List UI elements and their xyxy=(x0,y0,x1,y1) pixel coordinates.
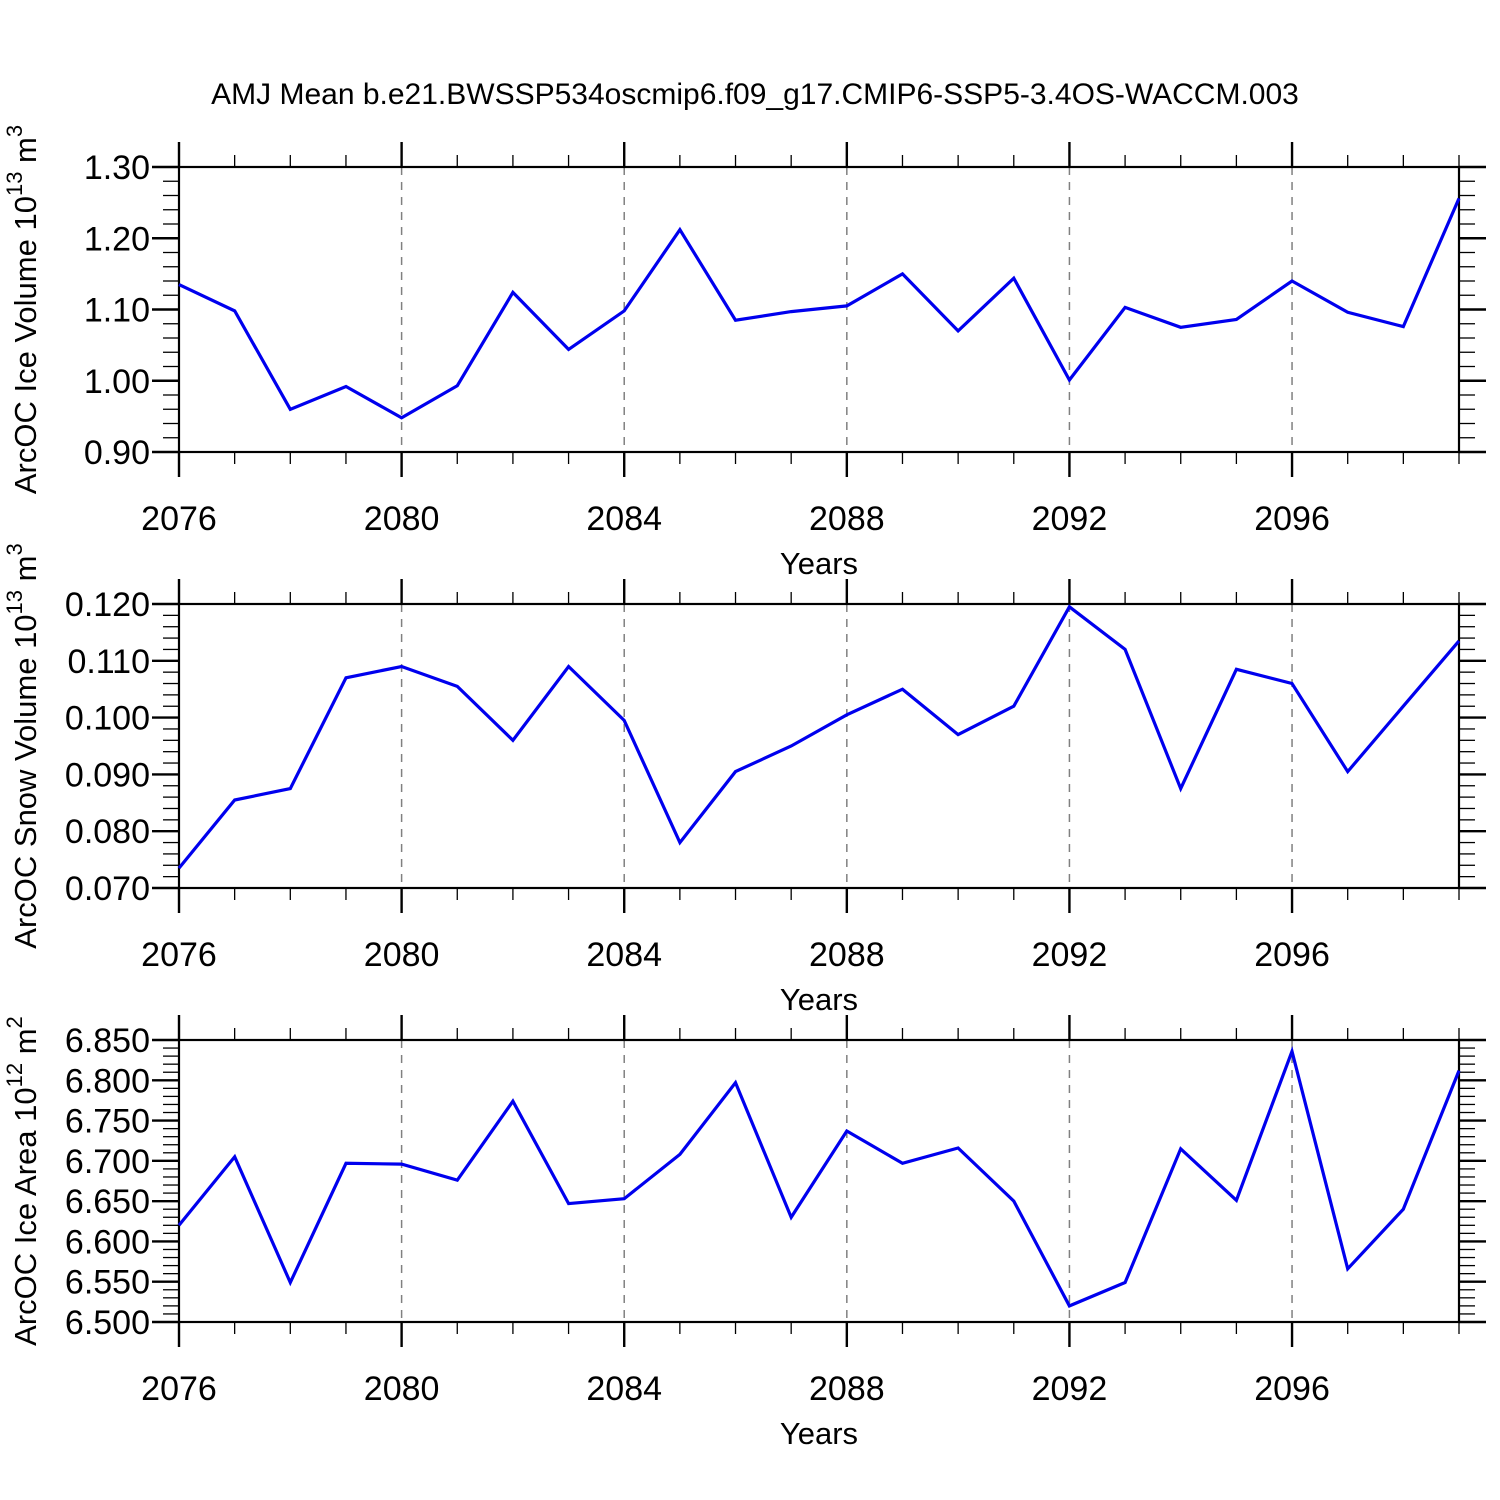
y-axis-title: ArcOC Ice Area 1012 m2 xyxy=(2,1016,43,1346)
x-tick-label: 2076 xyxy=(141,500,217,538)
y-tick-label: 6.650 xyxy=(65,1183,150,1221)
x-tick-label: 2084 xyxy=(586,1370,662,1408)
x-axis-title: Years xyxy=(780,1416,858,1451)
data-line-ice-volume xyxy=(178,197,1461,420)
chart-ice-area: 6.5006.5506.6006.6506.7006.7506.8006.850… xyxy=(2,1015,1486,1451)
data-line-snow-volume xyxy=(177,604,1461,870)
x-tick-label: 2096 xyxy=(1254,1370,1330,1408)
x-tick-label: 2080 xyxy=(364,500,440,538)
y-tick-label: 6.750 xyxy=(65,1103,150,1141)
y-tick-label: 1.30 xyxy=(84,149,150,187)
chart-snow-volume: 0.070 0.080 0.090 0.100 0.110 0.120 2076 2080 20… xyxy=(2,543,1486,1017)
y-tick-label: 0.110 xyxy=(67,643,150,681)
figure-title: AMJ Mean b.e21.BWSSP534oscmip6.f09_g17.C… xyxy=(211,78,1299,111)
y-tick-label: 6.600 xyxy=(65,1223,150,1261)
plot-frame xyxy=(177,1038,1461,1324)
x-axis-title: Years xyxy=(780,982,858,1017)
y-tick-label: 1.10 xyxy=(84,292,150,330)
y-axis-title: ArcOC Ice Volume 1013 m3 xyxy=(2,125,43,494)
x-tick-label: 2088 xyxy=(809,1370,885,1408)
x-tick-label: 2088 xyxy=(809,936,885,974)
y-tick-label: 1.00 xyxy=(84,363,150,401)
y-tick-label: 0.070 xyxy=(65,870,150,908)
y-tick-label: 6.700 xyxy=(65,1143,150,1181)
y-tick-label: 1.20 xyxy=(84,220,150,258)
x-tick-label: 2092 xyxy=(1032,936,1108,974)
x-tick-label: 2084 xyxy=(586,936,662,974)
y-tick-label: 0.080 xyxy=(65,813,150,851)
chart-ice-volume: 0.90 1.00 1.10 1.20 1.30 2076 2080 2084 2088 2092… xyxy=(2,125,1486,581)
y-tick-label: 0.90 xyxy=(84,434,150,472)
x-axis-title: Years xyxy=(780,546,858,581)
x-tick-label: 2092 xyxy=(1032,500,1108,538)
x-tick-label: 2080 xyxy=(364,1370,440,1408)
x-tick-label: 2088 xyxy=(809,500,885,538)
y-tick-label: 6.500 xyxy=(65,1304,150,1342)
x-tick-label: 2096 xyxy=(1254,500,1330,538)
y-tick-label: 0.090 xyxy=(65,756,150,794)
y-tick-label: 0.100 xyxy=(65,700,150,738)
y-tick-label: 0.120 xyxy=(65,586,150,624)
x-tick-label: 2084 xyxy=(586,500,662,538)
plot-frame xyxy=(177,602,1461,890)
x-tick-label: 2076 xyxy=(141,1370,217,1408)
y-axis-title: ArcOC Snow Volume 1013 m3 xyxy=(2,543,43,948)
y-tick-label: 6.850 xyxy=(65,1022,150,1060)
y-tick-label: 6.800 xyxy=(65,1062,150,1100)
x-tick-label: 2092 xyxy=(1032,1370,1108,1408)
x-tick-label: 2096 xyxy=(1254,936,1330,974)
x-tick-label: 2076 xyxy=(141,936,217,974)
y-tick-label: 6.550 xyxy=(65,1264,150,1302)
x-tick-label: 2080 xyxy=(364,936,440,974)
data-line-ice-area xyxy=(177,1045,1461,1308)
